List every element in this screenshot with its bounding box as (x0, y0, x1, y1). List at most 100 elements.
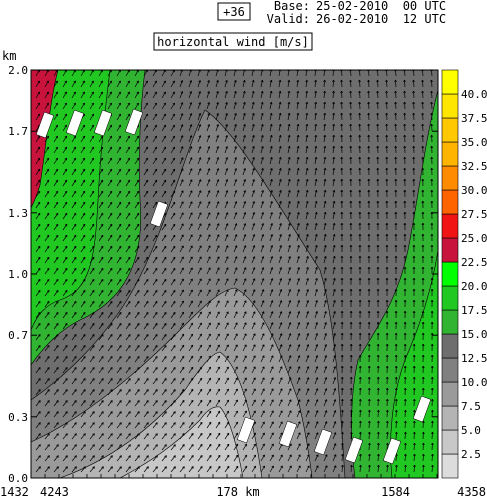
wind-arrow (53, 124, 58, 132)
wind-arrow (98, 411, 104, 418)
wind-arrow-head (324, 322, 327, 325)
wind-arrow (116, 257, 122, 264)
wind-arrow-head (217, 256, 220, 259)
wind-arrow (107, 301, 113, 308)
wind-arrow-head (64, 135, 67, 138)
wind-arrow (224, 278, 229, 286)
wind-arrow-head (358, 332, 361, 336)
wind-arrow-head (270, 300, 273, 303)
wind-arrow-head (306, 432, 310, 435)
wind-arrow (314, 234, 318, 242)
wind-arrow-head (118, 312, 122, 314)
wind-arrow (161, 290, 167, 297)
wind-arrow-head (262, 377, 265, 380)
wind-arrow-head (73, 245, 77, 248)
wind-arrow (332, 201, 335, 209)
wind-arrow (161, 400, 167, 407)
wind-arrow (80, 312, 86, 319)
wind-arrow-head (46, 312, 50, 314)
wind-arrow-head (413, 70, 415, 72)
wind-arrow (161, 323, 167, 330)
wind-arrow (305, 410, 310, 418)
wind-arrow-head (359, 464, 361, 468)
wind-arrow-head (349, 156, 351, 160)
wind-arrow (260, 399, 265, 407)
wind-arrow (71, 411, 77, 418)
wind-arrow (332, 377, 336, 385)
wind-arrow-head (199, 278, 202, 281)
wind-arrow (278, 223, 282, 231)
wind-arrow (287, 146, 290, 154)
wind-arrow (251, 102, 255, 110)
wind-arrow (80, 212, 86, 220)
wind-arrow-head (92, 433, 95, 435)
wind-arrow-head (225, 234, 228, 237)
wind-arrow (62, 113, 67, 121)
wind-arrow-head (403, 134, 405, 138)
wind-arrow-head (128, 422, 131, 424)
wind-arrow-head (199, 256, 202, 259)
wind-arrow-head (136, 201, 140, 204)
wind-arrow-head (271, 366, 274, 369)
wind-arrow (44, 356, 50, 363)
wind-arrow (161, 113, 166, 121)
wind-arrow (242, 377, 247, 385)
wind-arrow (161, 433, 167, 440)
wind-arrow-head (358, 244, 361, 248)
wind-arrow (80, 190, 86, 198)
wind-arrow-head (181, 333, 184, 336)
wind-arrow (170, 334, 176, 341)
wind-arrow (332, 79, 334, 88)
wind-arrow-head (412, 211, 415, 215)
wind-arrow-head (118, 267, 122, 270)
wind-arrow-head (46, 80, 49, 83)
wind-arrow-head (55, 113, 58, 116)
wind-arrow-head (358, 101, 360, 105)
wind-arrow (323, 234, 326, 242)
wind-arrow-head (368, 70, 370, 72)
wind-arrow (152, 168, 158, 176)
wind-arrow (152, 146, 158, 154)
wind-arrow (143, 235, 149, 242)
wind-arrow (44, 268, 50, 275)
wind-arrow (125, 400, 131, 407)
wind-arrow (278, 212, 282, 220)
wind-arrow (152, 257, 158, 264)
wind-arrow (224, 157, 228, 165)
wind-arrow-head (376, 200, 379, 204)
wind-arrow-head (315, 432, 319, 435)
wind-arrow-head (235, 388, 238, 391)
wind-arrow-head (164, 378, 167, 380)
wind-arrow-head (136, 212, 140, 215)
wind-arrow (170, 223, 176, 231)
wind-arrow (206, 135, 210, 143)
wind-arrow-head (74, 455, 77, 457)
wind-arrow-head (333, 311, 336, 314)
wind-arrow-head (145, 223, 149, 226)
wind-arrow (98, 323, 104, 330)
wind-arrow (80, 124, 85, 132)
wind-arrow-head (279, 355, 283, 358)
wind-arrow (278, 300, 282, 308)
wind-arrow (251, 399, 256, 407)
wind-arrow-head (296, 70, 298, 72)
wind-arrow-head (298, 465, 301, 468)
wind-arrow-head (412, 112, 414, 116)
wind-arrow (305, 102, 308, 110)
wind-arrow (161, 168, 167, 176)
wind-arrow-head (56, 433, 59, 435)
wind-arrow-head (403, 200, 406, 204)
wind-arrow-head (154, 201, 158, 204)
wind-arrow (296, 278, 300, 286)
wind-arrow-head (412, 354, 415, 358)
wind-arrow-head (37, 234, 41, 237)
wind-arrow (206, 201, 211, 209)
wind-arrow-head (101, 422, 104, 424)
wind-arrow-head (340, 145, 342, 149)
wind-arrow (278, 102, 281, 110)
wind-arrow (287, 113, 290, 121)
wind-arrow-head (181, 344, 184, 347)
wind-arrow (80, 389, 86, 396)
wind-arrow-head (430, 266, 433, 270)
wind-arrow (179, 91, 183, 99)
